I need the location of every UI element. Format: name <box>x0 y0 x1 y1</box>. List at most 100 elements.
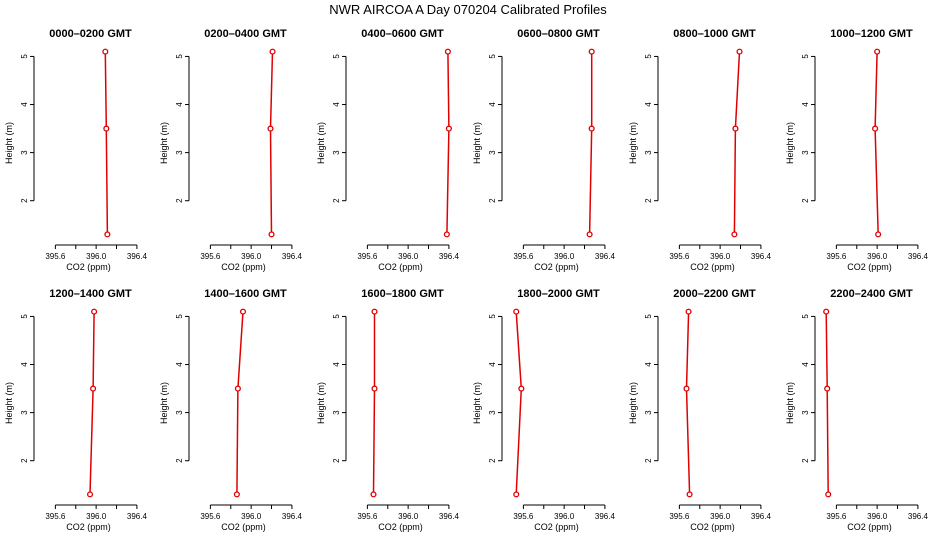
x-tick-label: 396.4 <box>439 252 460 261</box>
data-point <box>102 48 109 55</box>
x-axis-label: CO2 (ppm) <box>378 262 423 272</box>
panel-title: 2200–2400 GMT <box>830 288 913 300</box>
x-tick-label: 396.4 <box>908 512 929 521</box>
y-tick-label: 2 <box>801 458 810 463</box>
y-tick-label: 2 <box>175 198 184 203</box>
data-point <box>268 231 275 238</box>
data-point <box>685 308 692 315</box>
data-point <box>371 308 378 315</box>
x-tick-label: 395.6 <box>200 512 221 521</box>
x-tick-label: 395.6 <box>669 512 690 521</box>
data-point <box>518 385 525 392</box>
x-tick-label: 396.0 <box>398 512 419 521</box>
x-axis-label: CO2 (ppm) <box>690 522 735 532</box>
y-axis-label: Height (m) <box>472 122 482 164</box>
y-tick-label: 2 <box>20 458 29 463</box>
y-tick-label: 5 <box>801 54 810 59</box>
y-axis-label: Height (m) <box>159 122 169 164</box>
y-tick-label: 5 <box>20 314 29 319</box>
y-tick-label: 4 <box>332 362 341 367</box>
y-axis-label: Height (m) <box>472 382 482 424</box>
data-point <box>875 231 882 238</box>
y-tick-label: 3 <box>644 410 653 415</box>
x-tick-label: 396.0 <box>241 252 262 261</box>
panel-6: 1200–1400 GMT 395.6 396.0 396.4 CO2 (ppm) 2 3 4… <box>4 288 147 532</box>
data-point <box>823 308 830 315</box>
y-tick-label: 3 <box>332 150 341 155</box>
data-point <box>104 231 111 238</box>
y-tick-label: 2 <box>801 198 810 203</box>
x-tick-label: 396.4 <box>595 252 616 261</box>
y-axis-label: Height (m) <box>316 122 326 164</box>
panel-5: 1000–1200 GMT 395.6 396.0 396.4 CO2 (ppm) 2 3 4… <box>785 28 928 272</box>
y-axis-label: Height (m) <box>4 122 14 164</box>
y-tick-label: 4 <box>801 102 810 107</box>
data-point <box>269 48 276 55</box>
data-point <box>267 125 274 132</box>
y-axis-label: Height (m) <box>785 122 795 164</box>
y-tick-label: 5 <box>488 54 497 59</box>
x-tick-label: 396.4 <box>751 512 772 521</box>
x-tick-label: 396.4 <box>595 512 616 521</box>
y-tick-label: 2 <box>644 198 653 203</box>
x-axis-label: CO2 (ppm) <box>847 522 892 532</box>
data-point <box>445 125 452 132</box>
data-point <box>103 125 110 132</box>
data-point <box>686 491 693 498</box>
x-tick-label: 396.0 <box>398 252 419 261</box>
panel-2: 0400–0600 GMT 395.6 396.0 396.4 CO2 (ppm) 2 3 4… <box>316 28 459 272</box>
panel-11: 2200–2400 GMT 395.6 396.0 396.4 CO2 (ppm) 2 3 4… <box>785 288 928 532</box>
x-axis-label: CO2 (ppm) <box>690 262 735 272</box>
y-tick-label: 2 <box>644 458 653 463</box>
x-tick-label: 395.6 <box>45 252 66 261</box>
panel-4: 0800–1000 GMT 395.6 396.0 396.4 CO2 (ppm) 2 3 4… <box>628 28 771 272</box>
data-point <box>683 385 690 392</box>
y-axis-label: Height (m) <box>159 382 169 424</box>
panel-title: 1000–1200 GMT <box>830 28 913 40</box>
x-tick-label: 396.0 <box>867 252 888 261</box>
data-point <box>732 125 739 132</box>
x-tick-label: 396.0 <box>710 512 731 521</box>
panel-10: 2000–2200 GMT 395.6 396.0 396.4 CO2 (ppm) 2 3 4… <box>628 288 771 532</box>
figure-title: NWR AIRCOA A Day 070204 Calibrated Profi… <box>329 2 607 17</box>
data-point <box>91 308 98 315</box>
y-tick-label: 5 <box>332 314 341 319</box>
y-tick-label: 3 <box>20 150 29 155</box>
panel-title: 0400–0600 GMT <box>361 28 444 40</box>
x-tick-label: 395.6 <box>669 252 690 261</box>
data-point <box>736 48 743 55</box>
data-point <box>825 491 832 498</box>
y-tick-label: 3 <box>175 410 184 415</box>
panels: 0000–0200 GMT 395.6 396.0 396.4 CO2 (ppm) 2 3 4… <box>4 28 928 532</box>
x-tick-label: 396.4 <box>127 512 148 521</box>
data-point <box>90 385 97 392</box>
y-tick-label: 3 <box>20 410 29 415</box>
data-point <box>874 48 881 55</box>
y-axis-label: Height (m) <box>628 382 638 424</box>
data-point <box>588 48 595 55</box>
x-tick-label: 396.0 <box>867 512 888 521</box>
x-tick-label: 396.4 <box>751 252 772 261</box>
x-axis-label: CO2 (ppm) <box>534 522 579 532</box>
x-tick-label: 396.4 <box>908 252 929 261</box>
y-tick-label: 5 <box>644 54 653 59</box>
panel-title: 0800–1000 GMT <box>673 28 756 40</box>
y-tick-label: 4 <box>644 102 653 107</box>
y-tick-label: 5 <box>20 54 29 59</box>
y-tick-label: 2 <box>332 198 341 203</box>
data-point <box>872 125 879 132</box>
x-tick-label: 395.6 <box>826 252 847 261</box>
y-tick-label: 4 <box>175 102 184 107</box>
x-axis-label: CO2 (ppm) <box>66 522 111 532</box>
x-axis-label: CO2 (ppm) <box>847 262 892 272</box>
x-tick-label: 396.4 <box>282 252 303 261</box>
panel-title: 0200–0400 GMT <box>204 28 287 40</box>
x-tick-label: 396.0 <box>241 512 262 521</box>
y-tick-label: 4 <box>20 362 29 367</box>
data-point <box>513 308 520 315</box>
x-tick-label: 396.0 <box>710 252 731 261</box>
y-tick-label: 3 <box>488 150 497 155</box>
data-point <box>371 385 378 392</box>
y-tick-label: 2 <box>332 458 341 463</box>
y-tick-label: 2 <box>488 458 497 463</box>
